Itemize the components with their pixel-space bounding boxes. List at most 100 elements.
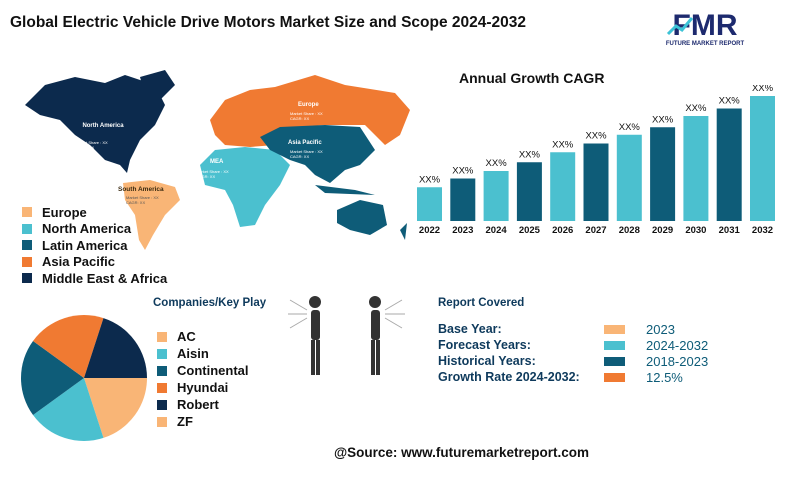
world-map <box>25 70 410 250</box>
report-swatch <box>604 356 625 366</box>
fmr-logo: FMR FUTURE MARKET REPORT <box>666 9 745 47</box>
svg-text:FUTURE MARKET REPORT: FUTURE MARKET REPORT <box>666 41 745 47</box>
legend-label: ZF <box>177 414 193 429</box>
map-asia-pacific <box>260 125 375 183</box>
report-row: Forecast Years: 2024-2032 <box>438 337 708 353</box>
region-label-europe: Europe <box>298 102 319 108</box>
companies-title: Companies/Key Play <box>153 297 267 309</box>
pie-slice-aisin <box>33 378 104 441</box>
company-legend-item: Continental <box>157 362 249 379</box>
x-tick-label: 2022 <box>419 225 440 236</box>
legend-swatch <box>157 331 167 342</box>
legend-swatch <box>22 273 32 284</box>
map-australia <box>337 200 387 235</box>
report-swatch <box>604 324 625 334</box>
x-tick-label: 2024 <box>486 225 508 236</box>
legend-label: Latin America <box>42 237 128 253</box>
report-value: 12.5% <box>646 369 683 385</box>
x-tick-label: 2029 <box>652 225 673 236</box>
company-legend-item: ZF <box>157 413 249 430</box>
region-legend-item: Asia Pacific <box>22 254 167 271</box>
bar-2029 <box>650 127 676 221</box>
x-tick-label: 2023 <box>452 225 473 236</box>
legend-label: Hyundai <box>177 380 229 395</box>
map-north-america <box>25 70 175 173</box>
company-legend: AC Aisin Continental Hyundai Robert ZF <box>157 328 249 430</box>
page-title: Global Electric Vehicle Drive Motors Mar… <box>10 14 527 31</box>
x-tick-label: 2031 <box>719 225 741 236</box>
bar-2032 <box>750 96 775 221</box>
bar-data-label: XX% <box>486 158 508 169</box>
legend-label: Middle East & Africa <box>42 270 168 286</box>
map-europe-asia <box>210 75 410 147</box>
companies-pie-chart <box>20 315 147 441</box>
report-label: Forecast Years: <box>438 338 531 352</box>
report-value: 2024-2032 <box>646 337 709 353</box>
report-value: 2023 <box>646 321 675 337</box>
bar-data-label: XX% <box>452 166 474 177</box>
company-legend-item: AC <box>157 328 249 345</box>
region-stats-europe: Market Share : XX CAGR: XX <box>290 111 323 121</box>
legend-swatch <box>157 399 167 410</box>
region-label-south-america: South America <box>118 186 164 193</box>
legend-label: Robert <box>177 397 219 412</box>
legend-label: Europe <box>42 204 87 220</box>
x-tick-label: 2026 <box>552 225 573 236</box>
legend-swatch <box>157 416 167 427</box>
x-tick-label: 2025 <box>519 225 541 236</box>
region-stats-north-america: Market Share : XX CAGR: XX <box>75 140 108 150</box>
report-covered-table: Base Year: 2023 Forecast Years: 2024-2032 Hi… <box>438 321 708 385</box>
x-tick-label: 2030 <box>685 225 706 236</box>
bar-data-label: XX% <box>552 139 574 150</box>
map-south-america <box>123 180 180 250</box>
bar-2031 <box>716 108 742 221</box>
region-label-asia-pacific: Asia Pacific <box>288 140 322 146</box>
report-label: Base Year: <box>438 322 502 336</box>
bar-data-label: XX% <box>519 149 541 160</box>
legend-swatch <box>22 223 32 234</box>
x-tick-label: 2027 <box>585 225 606 236</box>
bar-2023 <box>450 178 476 221</box>
bar-2030 <box>683 116 709 221</box>
bar-data-label: XX% <box>752 85 774 94</box>
bar-2028 <box>616 134 642 221</box>
report-label: Historical Years: <box>438 354 536 368</box>
report-covered-title: Report Covered <box>438 297 525 309</box>
legend-swatch <box>157 365 167 376</box>
region-label-mea: MEA <box>210 159 224 165</box>
report-swatch <box>604 340 625 350</box>
company-legend-item: Aisin <box>157 345 249 362</box>
pie-slice-continental <box>20 340 84 416</box>
legend-label: Aisin <box>177 346 209 361</box>
report-row: Growth Rate 2024-2032: 12.5% <box>438 369 708 385</box>
report-row: Base Year: 2023 <box>438 321 708 337</box>
pie-slice-hyundai <box>33 315 104 378</box>
source-text: @Source: www.futuremarketreport.com <box>334 445 589 460</box>
bar-2025 <box>516 162 542 221</box>
region-stats-mea: Market Share : XX CAGR: XX <box>196 169 229 179</box>
report-label: Growth Rate 2024-2032: <box>438 370 580 384</box>
legend-label: North America <box>42 221 132 237</box>
bar-2024 <box>483 171 509 221</box>
legend-swatch <box>22 256 32 267</box>
legend-swatch <box>157 348 167 359</box>
region-stats-asia-pacific: Market Share : XX CAGR: XX <box>290 149 323 159</box>
region-label-north-america: North America <box>82 123 124 129</box>
legend-swatch <box>22 240 32 251</box>
bar-data-label: XX% <box>419 174 441 185</box>
region-legend-item: Latin America <box>22 237 167 254</box>
people-illustration <box>288 296 405 375</box>
bar-data-label: XX% <box>652 114 674 125</box>
bar-2027 <box>583 143 609 221</box>
region-legend-item: Europe <box>22 204 167 221</box>
pie-slice-ac <box>84 378 147 438</box>
legend-swatch <box>157 382 167 393</box>
region-legend: Europe North America Latin America Asia Pac… <box>22 204 167 287</box>
region-legend-item: North America <box>22 221 167 238</box>
region-stats-south-america: Market Share : XX CAGR: XX <box>126 195 159 205</box>
report-swatch <box>604 372 625 382</box>
bar-2022 <box>417 187 442 221</box>
bar-data-label: XX% <box>719 96 741 107</box>
x-tick-label: 2032 <box>752 225 773 236</box>
legend-label: Continental <box>177 363 249 378</box>
